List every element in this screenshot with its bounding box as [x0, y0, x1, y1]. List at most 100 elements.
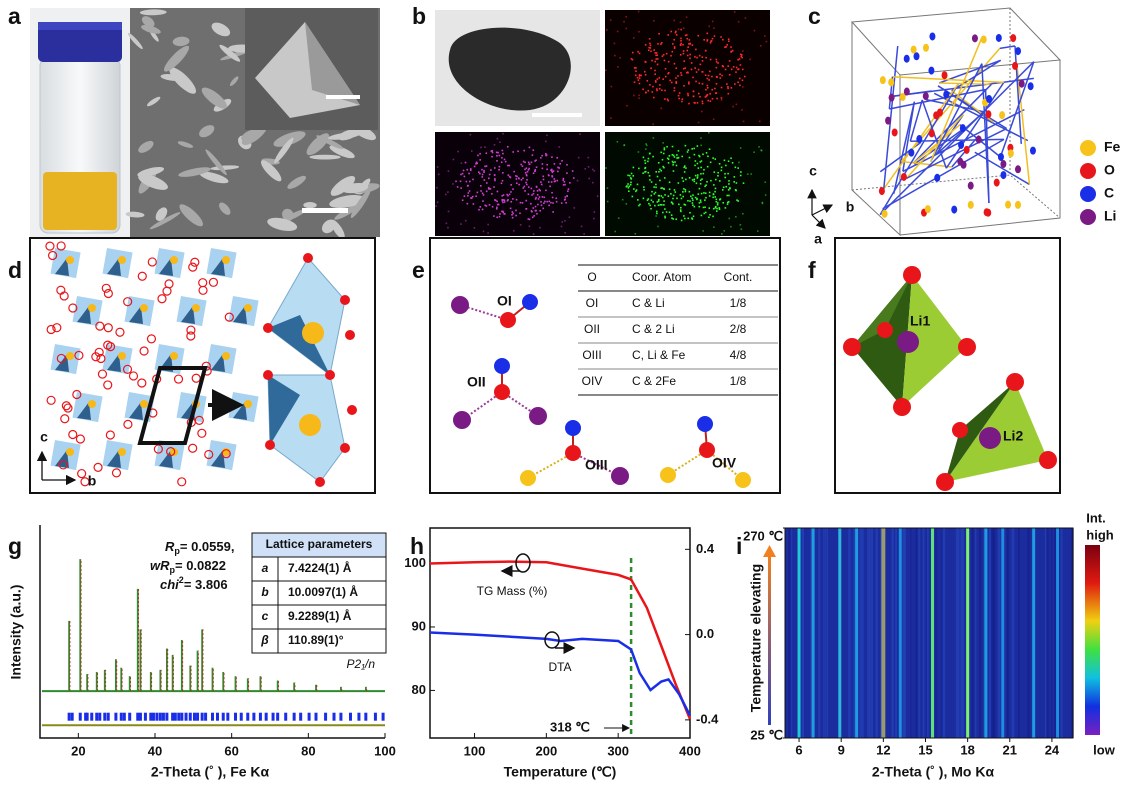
- eds-dot: [478, 208, 480, 211]
- panel-label: c: [808, 3, 821, 29]
- sem-crystal: [149, 212, 181, 230]
- sem-crystal: [330, 219, 345, 240]
- eds-dot: [701, 71, 704, 73]
- eds-dot: [645, 91, 647, 94]
- bragg-tick: [226, 712, 230, 721]
- o: [122, 364, 133, 374]
- eds-dot: [506, 193, 508, 196]
- eds-dot: [706, 180, 708, 183]
- eds-dot: [463, 195, 466, 197]
- eds-dot: [682, 50, 685, 52]
- eds-dot: [535, 186, 538, 188]
- eds-dot: [672, 170, 675, 172]
- eds-dot: [688, 43, 690, 45]
- eds-dot: [739, 53, 742, 56]
- eds-dot: [663, 148, 666, 151]
- legend-label: Fe: [1104, 139, 1121, 155]
- panel-label: i: [736, 533, 742, 559]
- eds-dot: [491, 149, 493, 152]
- eds-dot: [702, 153, 704, 156]
- eds-dot: [728, 60, 731, 62]
- eds-dot: [677, 157, 680, 159]
- bond: [935, 114, 964, 156]
- eds-dot: [532, 233, 535, 235]
- eds-dot: [519, 212, 521, 215]
- eds-dot: [675, 218, 677, 221]
- eds-dot: [726, 83, 728, 85]
- eds-dot: [557, 170, 559, 173]
- eds-dot: [638, 74, 641, 76]
- eds-dot: [700, 214, 703, 217]
- eds-dot: [447, 210, 450, 213]
- eds-dot: [700, 172, 702, 175]
- eds-dot: [563, 180, 566, 183]
- eds-dot: [632, 37, 635, 39]
- eds-dot: [656, 175, 659, 178]
- heatmap-streak: [895, 528, 898, 738]
- eds-dot: [688, 190, 691, 193]
- diffraction-line: [1032, 528, 1036, 738]
- eds-dot: [447, 170, 450, 172]
- eds-dot: [715, 200, 718, 203]
- eds-dot: [655, 81, 657, 83]
- eds-dot: [635, 67, 637, 69]
- eds-dot: [488, 173, 491, 176]
- sem-crystal: [260, 160, 282, 182]
- heatmap-streak: [1051, 528, 1053, 738]
- eds-dot: [534, 168, 537, 171]
- eds-dot: [680, 28, 682, 31]
- eds-dot: [699, 161, 702, 163]
- eds-dot: [669, 79, 671, 82]
- eds-dot: [717, 174, 719, 177]
- eds-dot: [663, 204, 665, 206]
- eds-dot: [706, 86, 709, 89]
- eds-dot: [644, 73, 647, 76]
- eds-dot: [698, 205, 701, 208]
- sem-crystal: [303, 202, 317, 209]
- eds-dot: [695, 48, 697, 51]
- eds-dot: [674, 191, 677, 193]
- eds-dot: [627, 186, 630, 189]
- eds-dot: [649, 204, 651, 207]
- eds-dot: [637, 79, 640, 81]
- eds-dot: [735, 189, 737, 192]
- eds-dot: [655, 171, 657, 173]
- axis-label: c: [809, 163, 817, 179]
- eds-dot: [470, 197, 472, 199]
- colorbar-label: low: [1093, 742, 1116, 757]
- eds-dot: [709, 70, 711, 73]
- eds-dot: [679, 209, 682, 211]
- eds-dot: [593, 211, 596, 213]
- eds-dot: [683, 171, 686, 173]
- eds-dot: [709, 161, 712, 164]
- eds-dot: [743, 75, 746, 78]
- table-cell: 1/8: [730, 296, 747, 310]
- eds-dot: [498, 154, 501, 157]
- eds-dot: [491, 205, 494, 208]
- sem-crystal: [274, 137, 294, 164]
- eds-dot: [551, 175, 554, 178]
- eds-dot: [730, 87, 733, 89]
- eds-dot: [467, 192, 470, 194]
- atom: [910, 45, 917, 54]
- atom: [1007, 149, 1014, 158]
- heatmap-streak: [1027, 528, 1030, 738]
- eds-dot: [493, 215, 495, 217]
- eds-dot: [744, 17, 747, 19]
- eds-dot: [740, 228, 743, 230]
- eds-dot: [732, 66, 735, 68]
- eds-dot: [463, 175, 466, 178]
- eds-dot: [650, 67, 652, 70]
- sem-crystal: [229, 76, 239, 86]
- eds-dot: [656, 63, 659, 66]
- table-cell: OI: [586, 296, 599, 310]
- eds-dot: [677, 28, 680, 30]
- eds-dot: [488, 204, 491, 206]
- eds-dot: [741, 109, 743, 111]
- eds-dot: [680, 219, 683, 222]
- eds-dot: [682, 191, 684, 193]
- heatmap-streak: [957, 528, 960, 738]
- sem-crystal: [125, 211, 145, 218]
- eds-dot: [633, 81, 636, 84]
- eds-dot: [727, 87, 729, 90]
